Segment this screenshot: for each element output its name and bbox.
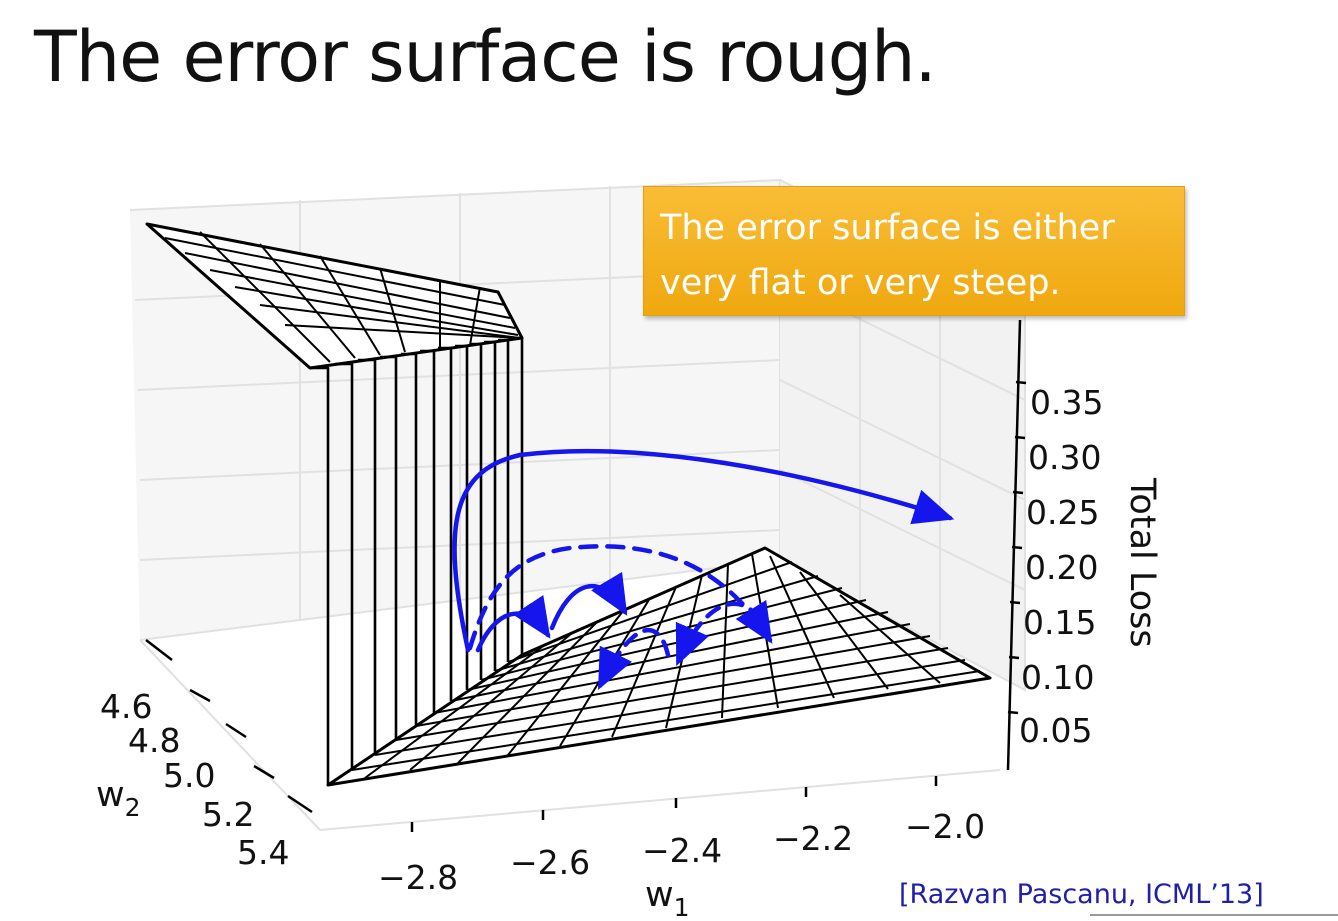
- loss-surface: [145, 222, 992, 787]
- y-axis-label: w2: [96, 775, 141, 822]
- z-axis-label: Total Loss: [1122, 477, 1162, 648]
- x-tick-label: −2.4: [642, 831, 722, 870]
- y-axis: 4.6 4.8 5.0 5.2 5.4 w2: [96, 639, 313, 872]
- z-tick-label: 0.20: [1025, 548, 1098, 587]
- z-tick-label: 0.25: [1026, 493, 1099, 532]
- y-tick-label: 4.6: [100, 687, 152, 726]
- flat-grid: [351, 553, 981, 779]
- y-tick-label: 5.0: [163, 756, 215, 795]
- z-tick-label: 0.35: [1030, 383, 1103, 422]
- overshoot-arrow: [452, 448, 955, 653]
- x-tick-label: −2.6: [510, 843, 590, 882]
- x-axis-label: w1: [645, 875, 690, 921]
- trajectory-arrows: [452, 448, 955, 691]
- slide-title: The error surface is rough.: [34, 16, 937, 98]
- callout-box: The error surface is either very flat or…: [643, 186, 1185, 316]
- y-tick-label: 4.8: [128, 721, 180, 760]
- z-tick-label: 0.30: [1028, 438, 1101, 477]
- x-tick-label: −2.2: [773, 819, 853, 858]
- dashed-arc-2: [597, 627, 671, 691]
- plateau-grid: [164, 231, 521, 363]
- z-tick-label: 0.05: [1019, 711, 1092, 750]
- bounce-arc-2: [549, 571, 628, 631]
- dashed-arc-large: [467, 544, 773, 651]
- y-tick-label: 5.2: [202, 795, 254, 834]
- divider: [1090, 914, 1338, 916]
- dashed-arc-3: [675, 601, 763, 667]
- bounce-arc-1: [475, 595, 551, 653]
- x-tick-label: −2.8: [378, 858, 458, 897]
- z-tick-label: 0.10: [1021, 658, 1094, 697]
- cliff-walls: [310, 336, 524, 785]
- x-axis: −2.8 −2.6 −2.4 −2.2 −2.0 w1: [378, 776, 985, 921]
- x-tick-label: −2.0: [905, 807, 985, 846]
- citation: [Razvan Pascanu, ICML’13]: [899, 879, 1264, 910]
- z-axis: 0.35 0.30 0.25 0.20 0.15 0.10 0.05 Total…: [1006, 319, 1162, 771]
- z-tick-label: 0.15: [1023, 603, 1096, 642]
- y-tick-label: 5.4: [237, 833, 289, 872]
